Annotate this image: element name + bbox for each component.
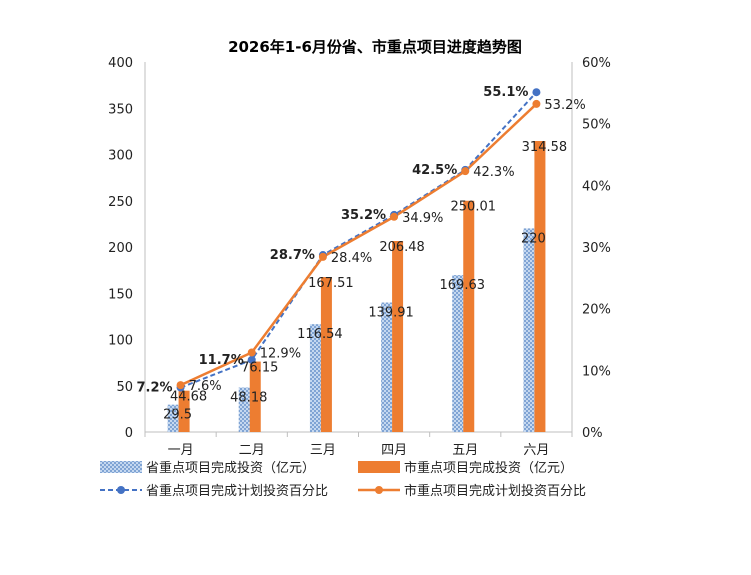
y-left-tick-label: 200 xyxy=(108,241,133,256)
legend-label-province-bar: 省重点项目完成投资（亿元） xyxy=(146,460,315,476)
city-percent-label: 12.9% xyxy=(260,346,301,361)
y-right-tick-label: 10% xyxy=(582,364,611,379)
city-percent-label: 42.3% xyxy=(473,165,514,180)
province-bar-value-label: 169.63 xyxy=(440,278,486,293)
city-percent-point xyxy=(176,381,185,390)
province-bar xyxy=(309,324,321,432)
legend-label-city-bar: 市重点项目完成投资（亿元） xyxy=(404,460,573,476)
province-percent-label: 11.7% xyxy=(199,353,244,368)
y-left-tick-label: 300 xyxy=(108,149,133,164)
city-bar-value-label: 44.68 xyxy=(170,390,207,405)
city-percent-point xyxy=(318,252,327,261)
city-percent-label: 34.9% xyxy=(402,211,443,226)
city-bar-value-label: 314.58 xyxy=(522,140,568,155)
city-bar-value-label: 250.01 xyxy=(451,200,497,215)
city-bar xyxy=(392,241,404,432)
province-percent-line xyxy=(180,91,538,389)
x-category-label: 四月 xyxy=(381,443,407,458)
city-percent-line xyxy=(180,103,538,387)
bars xyxy=(167,141,546,433)
y-right-tick-label: 40% xyxy=(582,179,611,194)
province-percent-label: 42.5% xyxy=(412,163,457,178)
province-percent-label: 28.7% xyxy=(270,248,315,263)
x-category-label: 五月 xyxy=(452,443,478,458)
city-percent-point xyxy=(532,99,541,108)
chart-title: 2026年1-6月份省、市重点项目进度趋势图 xyxy=(228,38,522,56)
y-left-tick-label: 250 xyxy=(108,195,133,210)
x-category-label: 一月 xyxy=(168,443,194,458)
legend: 省重点项目完成投资（亿元） 市重点项目完成投资（亿元） 省重点项目完成计划投资百分比… xyxy=(100,460,586,499)
x-category-label: 三月 xyxy=(310,443,336,458)
legend-swatch-province-bar xyxy=(100,461,142,473)
province-bar xyxy=(452,275,464,432)
province-bar-value-label: 116.54 xyxy=(297,327,343,342)
city-percent-point xyxy=(461,167,470,176)
y-right-tick-label: 0% xyxy=(582,426,603,441)
province-percent-point xyxy=(532,88,541,97)
x-category-label: 二月 xyxy=(239,443,265,458)
province-bar xyxy=(238,387,250,432)
province-percent-label: 55.1% xyxy=(483,85,528,100)
city-bar xyxy=(249,361,261,432)
legend-marker-city-line xyxy=(375,486,383,494)
province-bar-value-label: 29.5 xyxy=(163,408,192,423)
legend-label-city-line: 市重点项目完成计划投资百分比 xyxy=(404,483,586,499)
province-bar xyxy=(523,228,535,432)
city-bar-value-label: 76.15 xyxy=(241,361,278,376)
y-left-tick-label: 400 xyxy=(108,56,133,71)
y-left-tick-label: 100 xyxy=(108,334,133,349)
legend-swatch-city-bar xyxy=(358,461,400,473)
province-bar-value-label: 220 xyxy=(521,232,546,247)
y-left-tick-label: 150 xyxy=(108,287,133,302)
city-bar xyxy=(178,390,190,432)
y-left-tick-label: 350 xyxy=(108,102,133,117)
city-percent-label: 7.6% xyxy=(189,379,222,394)
legend-label-province-line: 省重点项目完成计划投资百分比 xyxy=(146,483,328,499)
legend-marker-province-line xyxy=(117,486,125,494)
y-right-tick-label: 60% xyxy=(582,56,611,71)
y-right-tick-label: 30% xyxy=(582,241,611,256)
city-bar xyxy=(320,277,332,432)
axes: 0 50 100 150 200 250 300 350 400 0% 10% 20% 30% 40% 50… xyxy=(108,56,611,458)
city-bar xyxy=(463,200,475,432)
data-labels: 29.5 48.18 116.54 139.91 169.63 220 44.68 76.15… xyxy=(137,85,586,422)
province-bar xyxy=(381,302,393,432)
province-bar-value-label: 139.91 xyxy=(368,306,414,321)
x-category-label: 六月 xyxy=(523,443,549,458)
y-left-tick-label: 0 xyxy=(125,426,133,441)
city-percent-label: 28.4% xyxy=(331,251,372,266)
province-percent-point xyxy=(247,355,256,364)
city-bar xyxy=(534,141,546,433)
y-right-tick-label: 20% xyxy=(582,303,611,318)
y-right-tick-label: 50% xyxy=(582,118,611,133)
city-percent-point xyxy=(247,348,256,357)
province-bar xyxy=(167,404,179,432)
city-percent-label: 53.2% xyxy=(544,98,585,113)
province-percent-label: 35.2% xyxy=(341,208,386,223)
lines xyxy=(176,88,541,392)
province-percent-label: 7.2% xyxy=(137,381,173,396)
city-bar-value-label: 167.51 xyxy=(308,276,354,291)
y-left-tick-label: 50 xyxy=(116,380,133,395)
city-bar-value-label: 206.48 xyxy=(379,240,425,255)
city-percent-point xyxy=(390,212,399,221)
province-bar-value-label: 48.18 xyxy=(230,390,267,405)
